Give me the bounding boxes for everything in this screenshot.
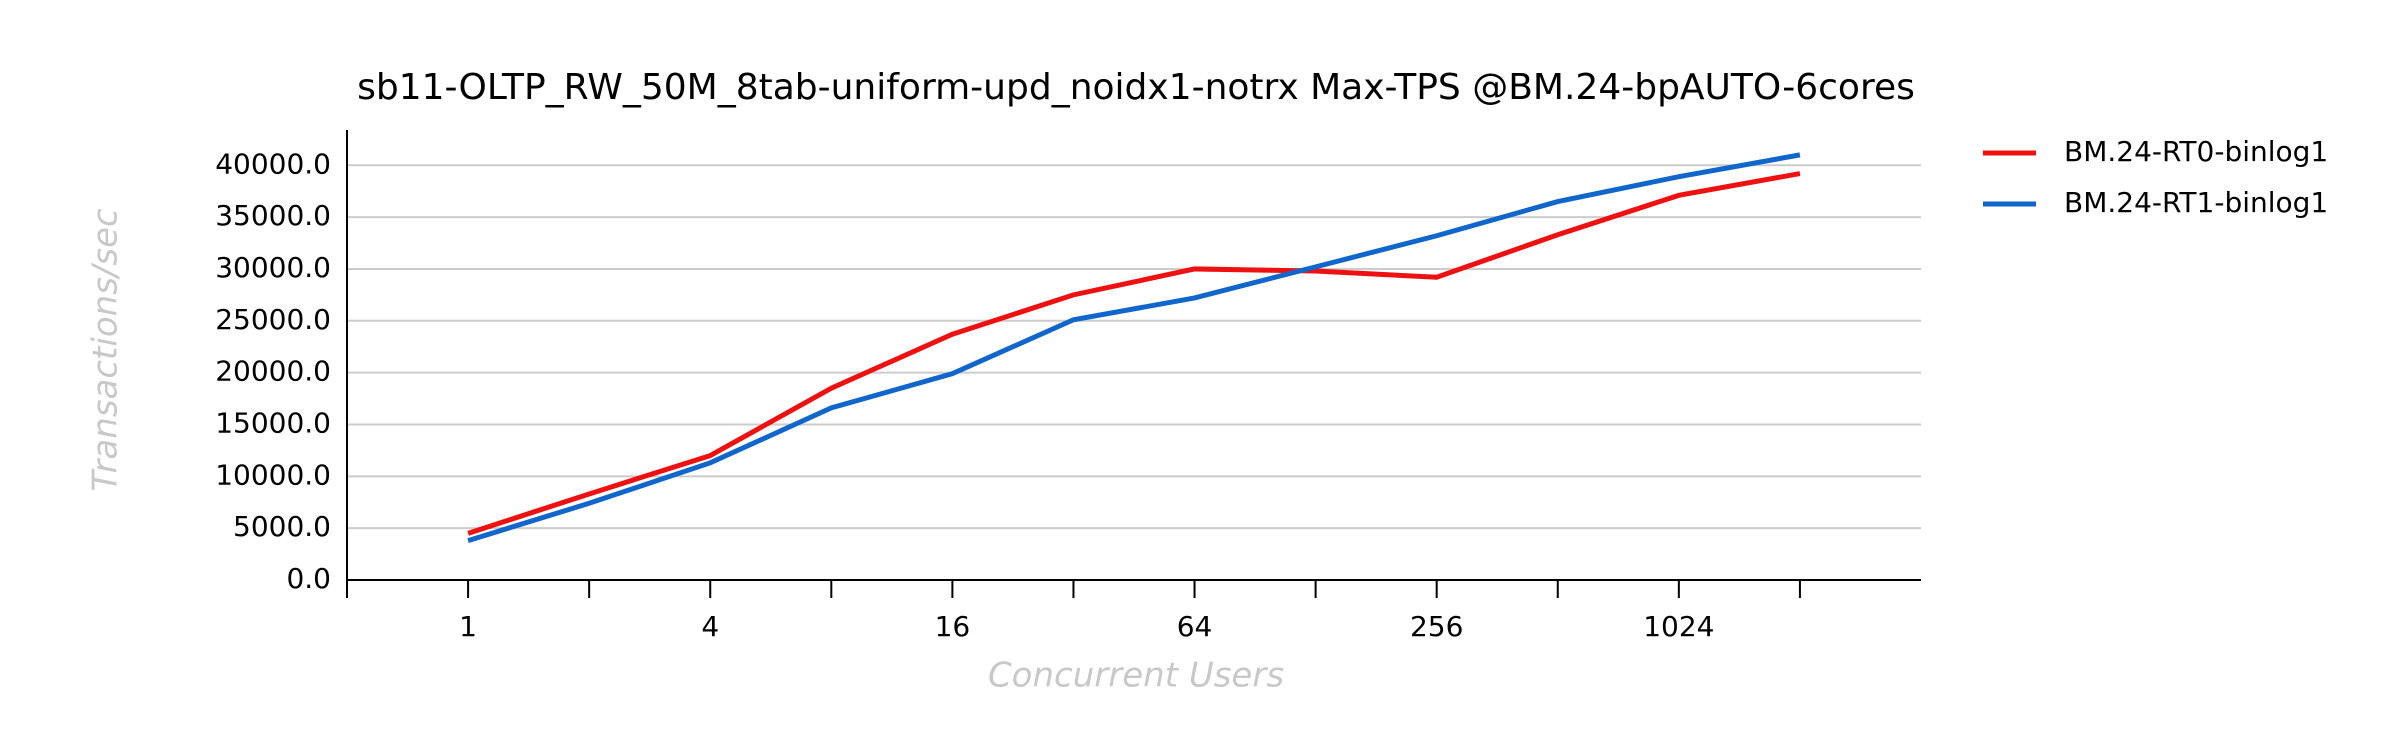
legend-label: BM.24-RT0-binlog1 (2064, 135, 2328, 168)
x-axis-label: Concurrent Users (988, 656, 1284, 696)
series-line (467, 152, 1801, 543)
y-tick-label: 15000.0 (215, 406, 331, 439)
y-tick-label: 25000.0 (215, 303, 331, 336)
y-tick-label: 5000.0 (233, 510, 331, 543)
y-tick-label: 0.0 (286, 562, 331, 595)
y-tick-label: 20000.0 (215, 355, 331, 388)
x-tick-label: 1 (459, 610, 477, 643)
series-line (467, 171, 1801, 536)
y-tick-label: 10000.0 (215, 458, 331, 491)
x-tick-label: 256 (1410, 610, 1463, 643)
chart-title: sb11-OLTP_RW_50M_8tab-uniform-upd_noidx1… (357, 67, 1915, 108)
y-tick-label: 40000.0 (215, 147, 331, 180)
y-tick-label: 35000.0 (215, 199, 331, 232)
x-tick-label: 1024 (1643, 610, 1714, 643)
x-tick-label: 64 (1177, 610, 1213, 643)
y-tick-label: 30000.0 (215, 251, 331, 284)
y-axis-label: Transactions/sec (86, 208, 126, 492)
legend-label: BM.24-RT1-binlog1 (2064, 186, 2328, 219)
x-tick-label: 4 (701, 610, 719, 643)
x-tick-label: 16 (935, 610, 971, 643)
